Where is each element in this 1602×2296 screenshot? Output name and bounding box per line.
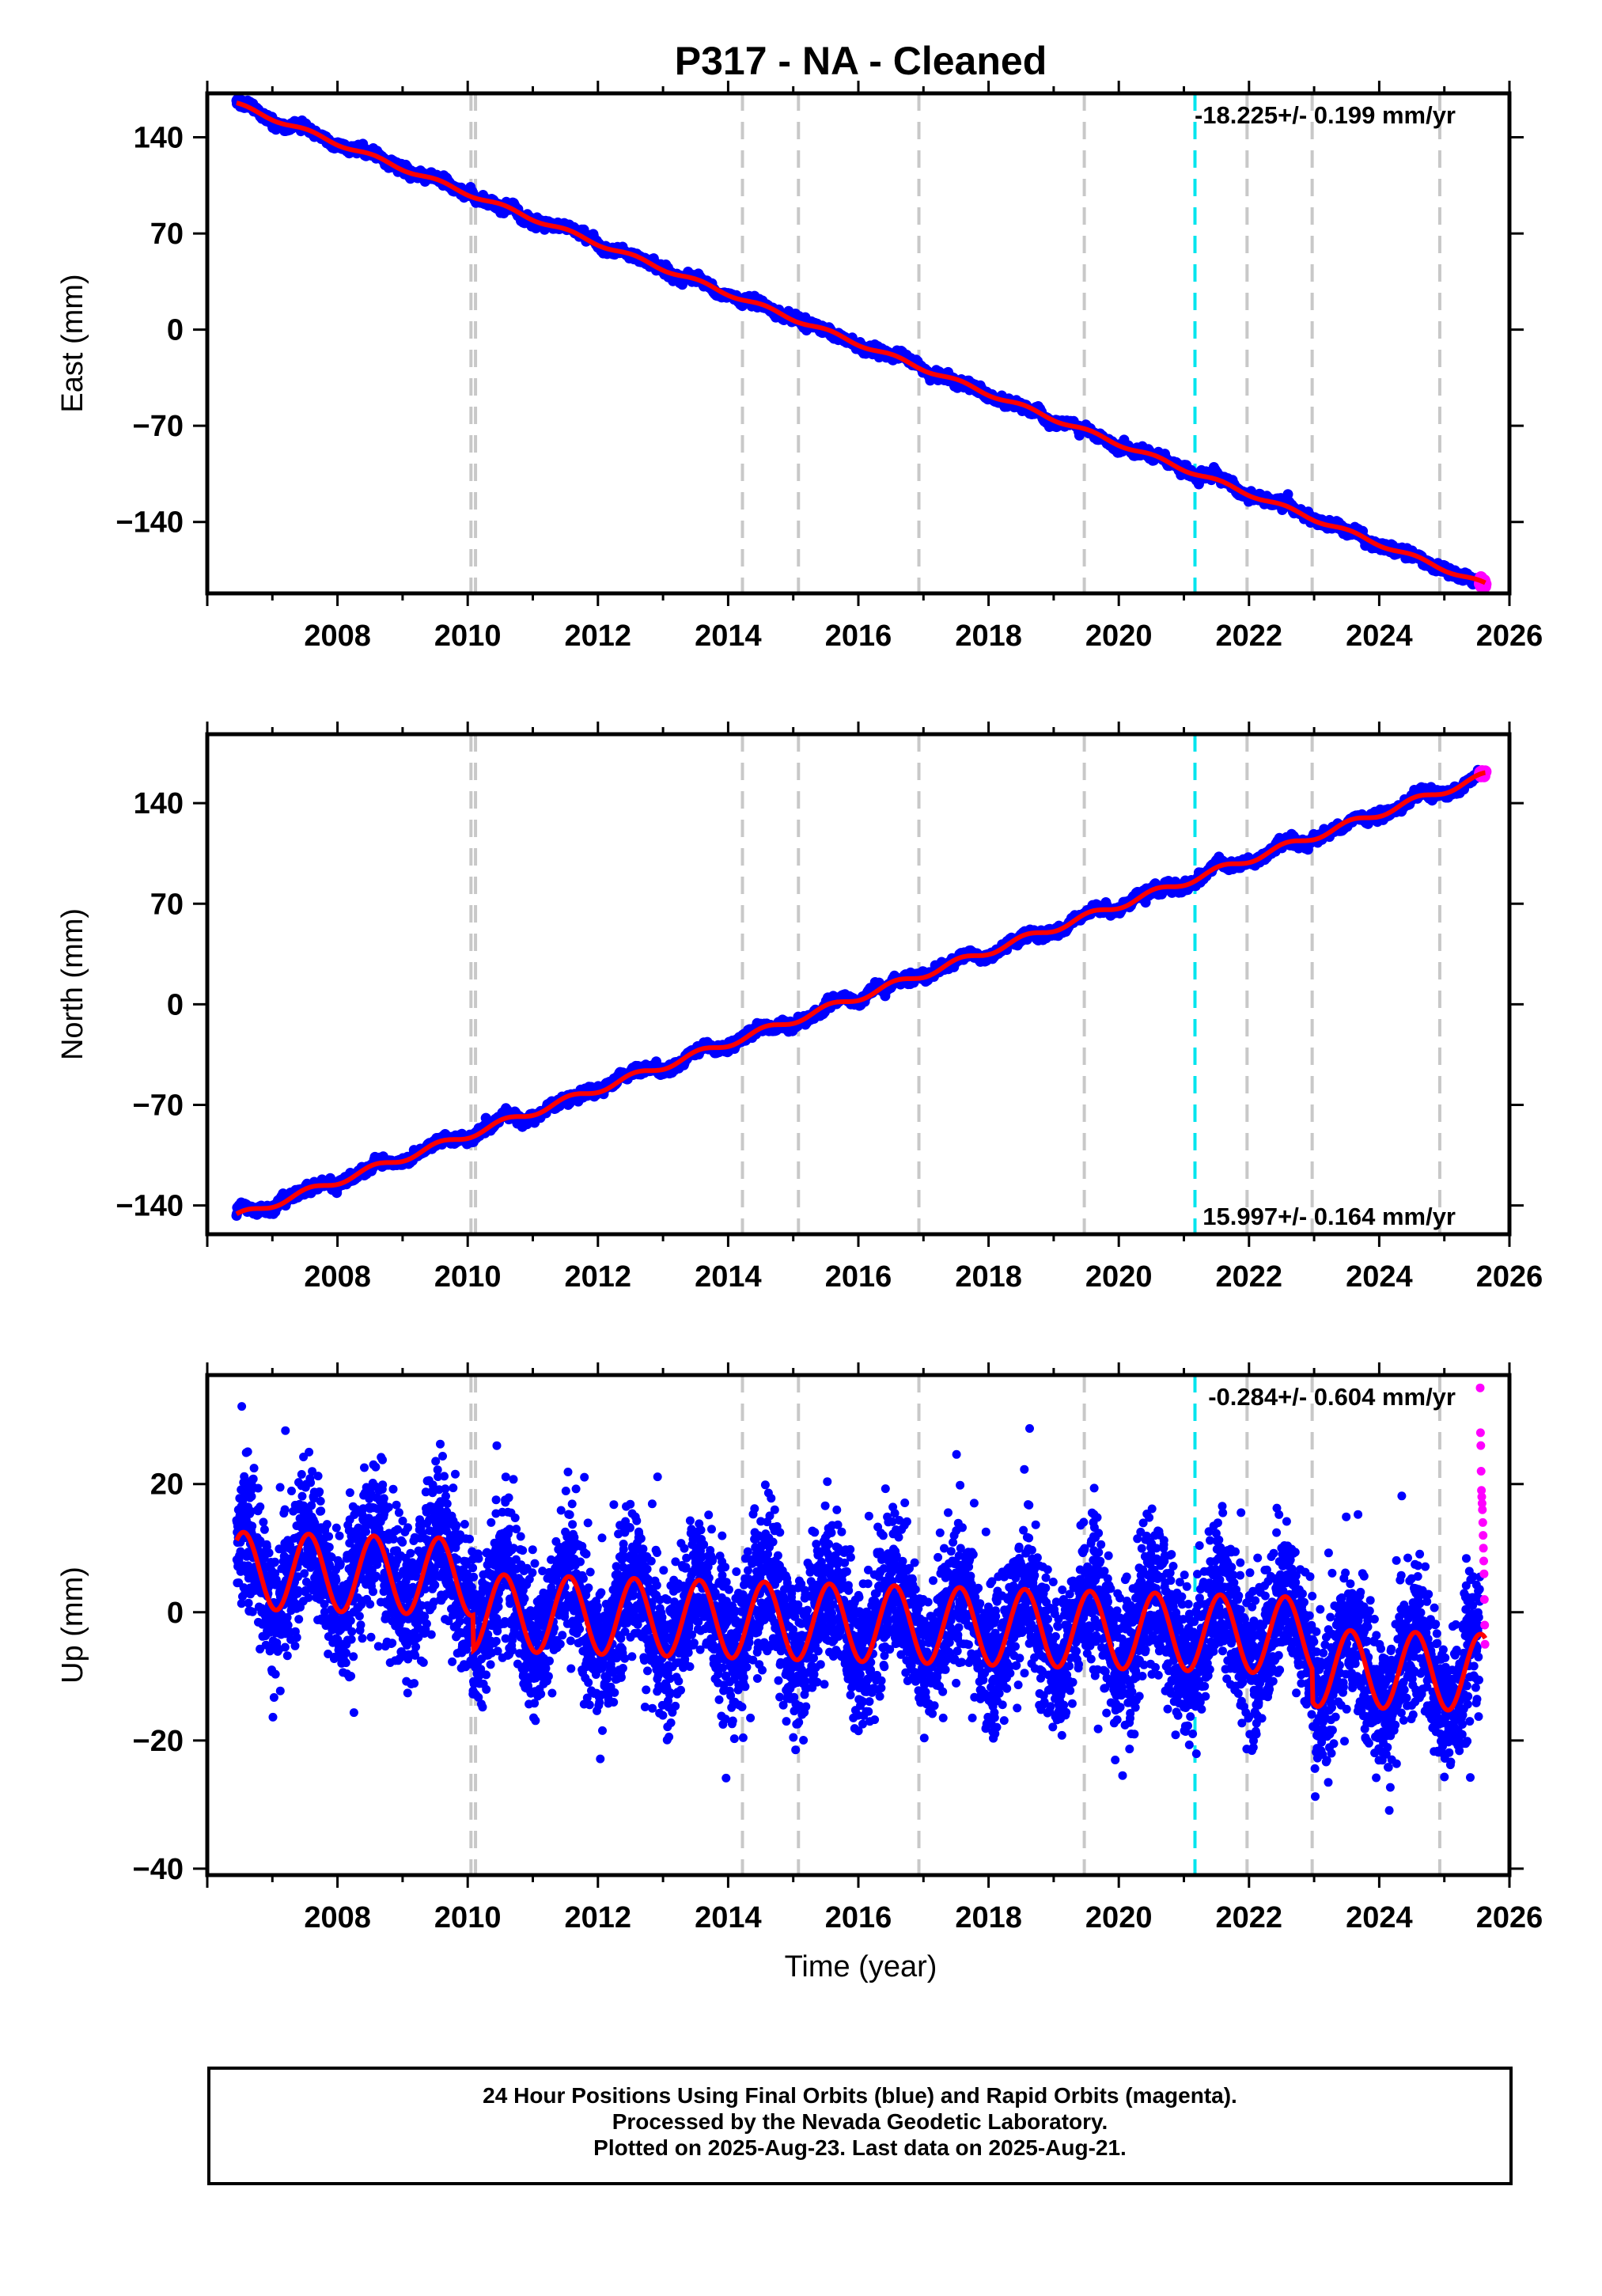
y-tick-label: −70 bbox=[133, 410, 184, 443]
y-tick-label: 0 bbox=[167, 314, 184, 347]
x-tick-label: 2012 bbox=[565, 619, 632, 653]
y-axis-label-east: East (mm) bbox=[56, 274, 89, 412]
panel-north: 2008 2010 2012 2014 2016 2018 2020 2022 2024 2026… bbox=[56, 722, 1543, 1294]
y-tick-label: 70 bbox=[150, 218, 184, 251]
figure-title: P317 - NA - Cleaned bbox=[675, 39, 1047, 83]
x-tick-label: 2024 bbox=[1346, 619, 1413, 653]
y-tick-label: 140 bbox=[134, 122, 184, 155]
x-tick-label: 2014 bbox=[695, 619, 762, 653]
x-tick-label: 2018 bbox=[955, 619, 1022, 653]
rate-label-east: -18.225+/- 0.199 mm/yr bbox=[1195, 101, 1456, 129]
panel-east: 2008 2010 2012 2014 2016 2018 2020 2022 2024 2026… bbox=[56, 81, 1543, 653]
data-points-east bbox=[231, 94, 1492, 593]
x-tick-label: 2020 bbox=[1085, 619, 1153, 653]
model-fit-line-east bbox=[236, 100, 1486, 585]
x-tick-label: 2016 bbox=[825, 619, 892, 653]
x-tick-label: 2022 bbox=[1216, 619, 1283, 653]
x-tick-label: 2008 bbox=[304, 619, 371, 653]
x-tick-label: 2010 bbox=[434, 619, 502, 653]
x-tick-label: 2026 bbox=[1476, 619, 1543, 653]
y-tick-label: −140 bbox=[116, 506, 184, 540]
